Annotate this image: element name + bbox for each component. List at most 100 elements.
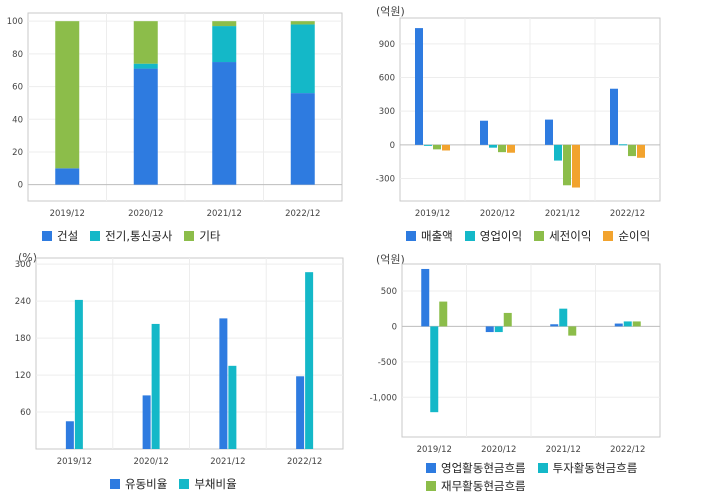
bar — [415, 28, 423, 145]
legend-label: 세전이익 — [549, 229, 592, 243]
legend-swatch — [603, 231, 614, 241]
bar — [614, 323, 623, 327]
x-tick-label: 2020/12 — [481, 445, 516, 455]
legend-swatch — [110, 479, 120, 489]
legend-label: 유동비율 — [125, 477, 168, 491]
y-tick-label: 60 — [20, 408, 31, 418]
income-chart-legend: 매출액 영업이익 세전이익 순이익 — [406, 228, 716, 244]
bar — [296, 376, 305, 449]
bar — [74, 299, 83, 449]
composition-chart-panel: 0 20 40 60 80 100 2019/12 2020/12 2021/12 2022/12… — [0, 0, 360, 248]
x-tick-label: 2019/12 — [57, 457, 92, 467]
y-tick-label: 120 — [15, 371, 31, 381]
y-tick-label: -300 — [376, 175, 395, 185]
x-tick-label: 2022/12 — [285, 209, 320, 219]
y-tick-label: 20 — [12, 148, 23, 158]
x-tick-label: 2021/12 — [545, 209, 580, 219]
bar — [228, 365, 237, 449]
y-tick-label: -1,000 — [370, 393, 397, 403]
y-tick-label: 240 — [15, 297, 31, 307]
bar-segment — [212, 62, 237, 185]
bar-segment — [133, 63, 158, 69]
bar — [439, 301, 448, 327]
bar — [503, 312, 512, 327]
legend-swatch — [184, 231, 195, 241]
income-chart: -300 0 300 600 900 2019/12 2020/12 2021/12 2022/… — [376, 17, 661, 219]
x-tick-label: 2019/12 — [415, 209, 450, 219]
y-tick-label: 60 — [12, 83, 23, 93]
x-tick-label: 2021/12 — [207, 209, 242, 219]
bar — [619, 144, 627, 146]
bar — [433, 144, 441, 150]
bar — [424, 144, 432, 146]
y-tick-label: 0 — [390, 141, 395, 151]
bar — [632, 321, 641, 327]
ratio-chart-panel: (%) 60 120 180 240 300 2019/12 2020/12 2021/12 2… — [0, 248, 360, 496]
x-tick-label: 2022/12 — [287, 457, 322, 467]
income-chart-panel: (억원) -300 0 300 600 900 2019/12 2020/12 2021/12… — [360, 0, 720, 248]
bar-segment — [55, 21, 80, 169]
y-tick-label: 40 — [12, 115, 23, 125]
bar-segment — [290, 24, 315, 94]
y-tick-label: 300 — [379, 107, 395, 117]
y-tick-label: 180 — [15, 334, 31, 344]
bar-segment — [290, 93, 315, 185]
legend-label: 영업이익 — [479, 229, 523, 243]
legend-item: 기타 — [184, 228, 220, 244]
composition-chart-legend: 건설 전기,통신공사 기타 — [42, 228, 352, 244]
x-tick-label: 2021/12 — [546, 445, 581, 455]
bar — [142, 395, 151, 449]
legend-item: 순이익 — [603, 228, 650, 244]
cashflow-chart-legend: 영업활동현금흐름 투자활동현금흐름 재무활동현금흐름 — [426, 460, 716, 494]
legend-label: 투자활동현금흐름 — [552, 461, 638, 475]
bar — [563, 144, 571, 186]
cashflow-chart: -1,000 -500 0 500 2019/12 2020/12 2021/12 2022/… — [370, 263, 661, 455]
legend-item: 투자활동현금흐름 — [537, 460, 638, 476]
bar-segment — [212, 26, 237, 63]
bar — [554, 144, 562, 161]
bar — [550, 324, 559, 327]
legend-label: 매출액 — [421, 229, 453, 243]
bar — [545, 119, 553, 145]
y-tick-label: 900 — [379, 40, 395, 50]
legend-swatch — [406, 231, 416, 241]
ratio-chart: 60 120 180 240 300 2019/12 2020/12 2021/12 2022/… — [15, 257, 344, 467]
legend-item: 재무활동현금흐름 — [426, 478, 526, 494]
y-tick-label: 300 — [15, 260, 31, 270]
y-tick-label: 100 — [7, 17, 23, 27]
y-tick-label: 80 — [12, 50, 23, 60]
bar-segment — [133, 21, 158, 64]
bar — [151, 323, 160, 449]
bar — [65, 421, 74, 449]
x-tick-label: 2022/12 — [610, 445, 645, 455]
legend-item: 영업이익 — [464, 228, 523, 244]
bar — [480, 120, 488, 145]
legend-swatch — [42, 231, 52, 241]
y-tick-label: 600 — [379, 74, 395, 84]
bar — [498, 144, 506, 153]
bar — [494, 326, 503, 333]
x-tick-label: 2021/12 — [210, 457, 245, 467]
legend-label: 전기,통신공사 — [105, 229, 173, 243]
x-tick-label: 2020/12 — [133, 457, 168, 467]
legend-swatch — [426, 481, 436, 491]
x-tick-label: 2020/12 — [480, 209, 515, 219]
y-tick-label: -500 — [378, 358, 397, 368]
legend-swatch — [179, 479, 190, 489]
x-tick-label: 2019/12 — [50, 209, 85, 219]
ratio-chart-unit: (%) — [18, 251, 38, 264]
bar — [489, 144, 497, 148]
bar — [628, 144, 636, 157]
legend-swatch — [464, 231, 475, 241]
legend-swatch — [534, 231, 545, 241]
legend-label: 기타 — [199, 229, 221, 243]
legend-item: 건설 — [42, 228, 78, 244]
cashflow-chart-panel: (억원) -1,000 -500 0 500 2019/12 2020/12 2021/12… — [360, 248, 720, 496]
legend-swatch — [90, 231, 101, 241]
legend-item: 전기,통신공사 — [90, 228, 172, 244]
y-tick-label: 500 — [381, 287, 397, 297]
legend-item: 매출액 — [406, 228, 453, 244]
legend-label: 건설 — [57, 229, 79, 243]
x-tick-label: 2019/12 — [417, 445, 452, 455]
legend-item: 유동비율 — [110, 476, 167, 492]
